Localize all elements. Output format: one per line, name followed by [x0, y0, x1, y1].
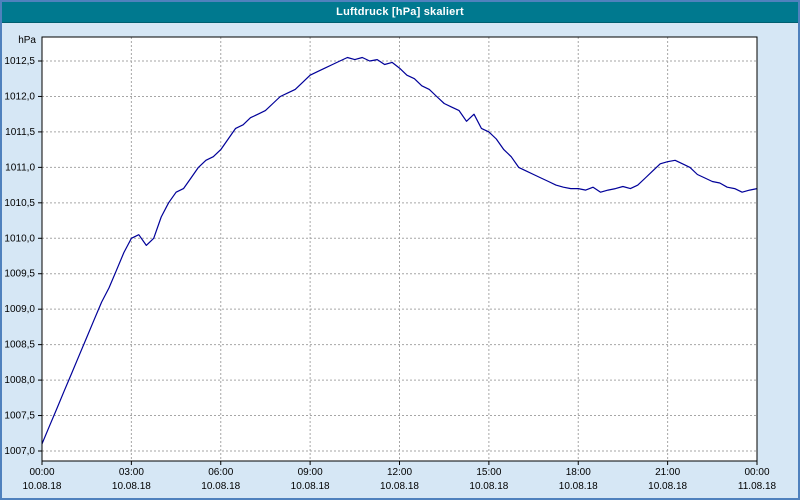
pressure-chart: 1007,0 1007,5 1008,0 1008,5 1009,0 1009,5 1010… [4, 35, 777, 492]
x-tick-time-label: 18:00 [566, 467, 591, 478]
window-title: Luftdruck [hPa] skaliert [336, 6, 464, 18]
x-tick-date-label: 10.08.18 [559, 481, 598, 492]
chart-container: 1007,0 1007,5 1008,0 1008,5 1009,0 1009,5 1010… [2, 23, 798, 498]
y-tick-label: 1009,0 [4, 304, 35, 315]
x-tick-date-label: 10.08.18 [380, 481, 419, 492]
x-tick-time-label: 03:00 [119, 467, 144, 478]
x-tick-time-label: 00:00 [744, 467, 769, 478]
x-tick-time-label: 12:00 [387, 467, 412, 478]
pressure-series-line [41, 56, 758, 445]
y-tick-label: 1011,0 [5, 162, 35, 173]
y-tick-label: 1010,0 [4, 233, 35, 244]
y-axis-unit-label: hPa [18, 35, 36, 46]
x-tick-time-label: 00:00 [29, 467, 54, 478]
window-title-bar: Luftdruck [hPa] skaliert [2, 2, 798, 23]
x-tick-time-label: 21:00 [655, 467, 680, 478]
x-tick-time-label: 15:00 [476, 467, 501, 478]
y-tick-label: 1012,5 [4, 56, 35, 67]
plot-frame [41, 36, 758, 462]
y-tick-label: 1009,5 [4, 269, 35, 280]
x-tick-time-label: 09:00 [298, 467, 323, 478]
x-tick-date-label: 10.08.18 [648, 481, 687, 492]
y-tick-label: 1011,5 [5, 127, 35, 138]
x-tick-time-label: 06:00 [208, 467, 233, 478]
x-tick-date-label: 10.08.18 [291, 481, 330, 492]
x-tick-date-label: 11.08.18 [738, 481, 777, 492]
y-tick-label: 1008,0 [4, 375, 35, 386]
x-tick-date-label: 10.08.18 [469, 481, 508, 492]
y-tick-label: 1007,5 [4, 411, 35, 422]
y-tick-label: 1007,0 [4, 446, 35, 457]
x-tick-date-label: 10.08.18 [112, 481, 151, 492]
x-tick-date-label: 10.08.18 [23, 481, 62, 492]
x-tick-date-label: 10.08.18 [201, 481, 240, 492]
y-tick-label: 1012,0 [4, 91, 35, 102]
y-tick-label: 1008,5 [4, 340, 35, 351]
y-tick-label: 1010,5 [4, 198, 35, 209]
